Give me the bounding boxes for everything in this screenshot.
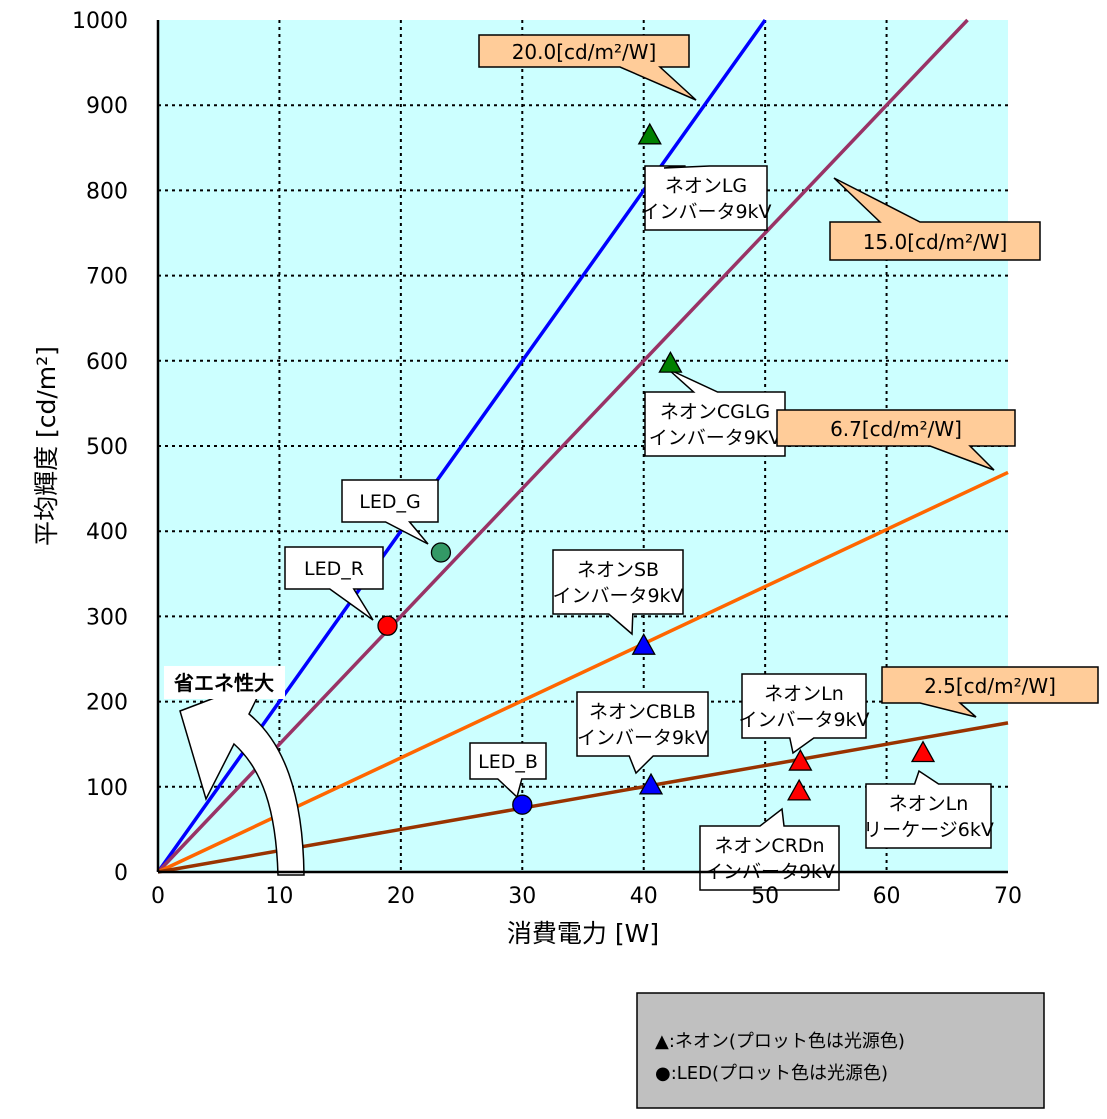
data-point-triangle <box>787 778 812 801</box>
point-label: ネオンLn <box>889 793 969 815</box>
y-tick-label: 300 <box>86 605 128 630</box>
legend-box <box>636 992 1045 1109</box>
data-point-triangle <box>788 748 813 771</box>
point-label: インバータ9kV <box>577 727 708 749</box>
point-callout <box>644 368 786 457</box>
line-label: 15.0[cd/m²/W] <box>863 230 1008 254</box>
data-point-circle <box>512 794 533 815</box>
legend: ▲:ネオン(プロット色は光源色) ●:LED(プロット色は光源色) <box>636 992 1045 1109</box>
point-label: ネオンLn <box>764 683 844 705</box>
line-label-callout <box>881 666 1099 718</box>
x-tick-label: 10 <box>265 884 293 909</box>
point-label: インバータ9kV <box>552 585 683 607</box>
point-label: インバータ9KV <box>649 427 782 449</box>
point-label: ネオンCRDn <box>714 835 824 857</box>
point-callout <box>699 807 840 891</box>
legend-item-neon: ▲:ネオン(プロット色は光源色) <box>655 1031 905 1052</box>
curved-arrow-icon <box>179 676 305 876</box>
data-point-triangle <box>638 772 664 795</box>
x-tick-label: 70 <box>994 884 1022 909</box>
annotation-box <box>164 666 285 699</box>
data-point-circle <box>430 542 452 563</box>
y-tick-label: 500 <box>86 435 128 460</box>
x-tick-label: 50 <box>751 884 779 909</box>
point-callout <box>469 742 547 799</box>
line-label: 20.0[cd/m²/W] <box>512 40 657 64</box>
line-label-callout <box>776 409 1016 471</box>
data-point-triangle <box>631 633 656 655</box>
point-callout <box>341 479 439 545</box>
data-point-triangle <box>658 351 683 373</box>
point-label: リーケージ6kV <box>863 819 994 841</box>
y-tick-label: 700 <box>86 265 128 290</box>
point-label: ネオンCGLG <box>660 401 770 423</box>
point-callout <box>741 673 867 755</box>
y-tick-label: 800 <box>86 179 128 204</box>
line-label: 2.5[cd/m²/W] <box>924 674 1056 698</box>
legend-item-led: ●:LED(プロット色は光源色) <box>655 1063 888 1084</box>
point-label: ネオンCBLB <box>589 701 696 723</box>
tick-labels: 0 10 20 30 40 50 60 700100200300400500600700800… <box>72 9 1022 909</box>
y-axis-title: 平均輝度 [cd/m²] <box>32 346 61 546</box>
point-label: LED_G <box>359 491 420 513</box>
data-point-triangle <box>910 740 936 763</box>
x-tick-label: 40 <box>630 884 658 909</box>
line-labels: 20.0[cd/m²/W] 15.0[cd/m²/W] 6.7[cd/m²/W] 2.… <box>478 34 1099 718</box>
line-label: 6.7[cd/m²/W] <box>830 417 962 441</box>
x-tick-label: 30 <box>508 884 536 909</box>
point-label: ネオンSB <box>577 559 659 581</box>
y-tick-label: 0 <box>114 861 128 886</box>
y-tick-label: 400 <box>86 520 128 545</box>
markers <box>377 122 936 815</box>
data-point-circle <box>377 615 398 636</box>
y-tick-label: 900 <box>86 94 128 119</box>
y-tick-label: 600 <box>86 350 128 375</box>
y-tick-label: 100 <box>86 776 128 801</box>
y-tick-label: 1000 <box>72 9 128 34</box>
reference-line <box>157 470 1009 874</box>
point-label: LED_R <box>304 558 364 580</box>
point-label: インバータ9kV <box>738 709 869 731</box>
x-tick-label: 20 <box>387 884 415 909</box>
point-callout <box>865 769 992 849</box>
annotation-text: 省エネ性大 <box>173 671 274 695</box>
energy-saving-annotation: 省エネ性大 <box>164 666 305 876</box>
point-callout <box>576 691 709 775</box>
x-tick-label: 60 <box>873 884 901 909</box>
point-label: LED_B <box>478 751 538 773</box>
point-callout <box>644 165 768 231</box>
point-label: インバータ9kV <box>640 201 771 223</box>
y-tick-label: 200 <box>86 691 128 716</box>
point-callout <box>284 546 384 621</box>
line-label-callout <box>478 34 697 101</box>
point-label: ネオンLG <box>665 175 747 197</box>
reference-line <box>156 18 969 874</box>
point-callout <box>552 549 684 636</box>
x-tick-label: 0 <box>151 884 165 909</box>
callouts: ネオンLG インバータ9kV ネオンCGLG インバータ9KV ネオンSB インバータ9k… <box>284 165 994 891</box>
data-point-triangle <box>637 122 662 145</box>
line-label-callout <box>829 177 1041 261</box>
axes <box>156 20 1008 874</box>
x-axis-title: 消費電力 [W] <box>507 919 659 948</box>
